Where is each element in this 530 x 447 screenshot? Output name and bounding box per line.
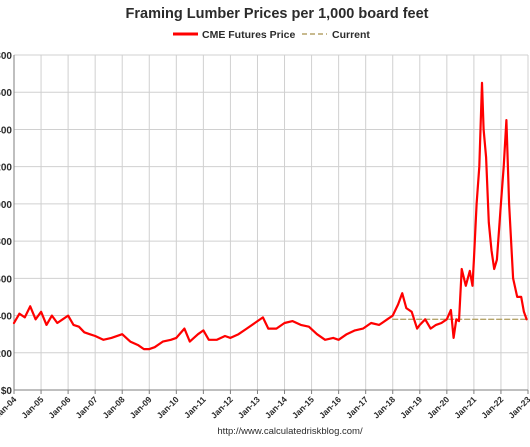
chart-title: Framing Lumber Prices per 1,000 board fe… [126,6,429,22]
x-tick-label: Jan-12 [209,394,235,420]
y-tick-label: $1,600 [0,88,12,99]
legend-label-current: Current [332,29,370,41]
y-tick-label: $1,800 [0,51,12,62]
gridlines [13,54,529,391]
x-tick-label: Jan-20 [425,394,451,420]
series-line-cme-futures-price [12,81,528,351]
y-tick-label: $200 [0,349,12,360]
x-tick-label: Jan-08 [101,394,127,420]
x-tick-label: Jan-16 [317,394,343,420]
x-tick-label: Jan-09 [128,394,154,420]
x-tick-label: Jan-18 [371,394,397,420]
x-tick-label: Jan-10 [155,394,181,420]
x-tick-label: Jan-19 [398,394,424,420]
x-tick-label: Jan-15 [290,394,316,420]
x-axis-ticks: Jan-04 Jan-05 Jan-06 Jan-07 Jan-08 Jan-09 Jan-… [0,390,530,420]
x-tick-label: Jan-13 [236,394,262,420]
x-tick-label: Jan-06 [46,394,72,420]
y-tick-label: $600 [0,274,12,285]
x-tick-label: Jan-04 [0,394,19,420]
x-tick-label: Jan-07 [73,394,99,420]
x-tick-label: Jan-11 [182,394,208,420]
plot-frame [13,55,528,391]
x-tick-label: Jan-14 [263,394,289,420]
legend-label-cme: CME Futures Price [202,29,296,41]
x-tick-label: Jan-21 [452,394,478,420]
y-axis-ticks: $0 $200 $400 $600 $800 $1,000 $1,200 $1,400 $1,6… [0,51,12,397]
x-tick-label: Jan-17 [344,394,370,420]
series-lines [12,81,529,351]
y-tick-label: $1,400 [0,125,12,136]
y-tick-label: $1,200 [0,163,12,174]
x-tick-label: Jan-22 [479,394,505,420]
y-tick-label: $400 [0,312,12,323]
x-tick-label: Jan-23 [506,394,530,420]
y-tick-label: $0 [1,386,13,397]
x-tick-label: Jan-05 [19,394,45,420]
source-label: http://www.calculatedriskblog.com/ [217,426,363,437]
y-tick-label: $1,000 [0,200,12,211]
y-tick-label: $800 [0,237,12,248]
legend: CME Futures Price Current [173,29,370,41]
